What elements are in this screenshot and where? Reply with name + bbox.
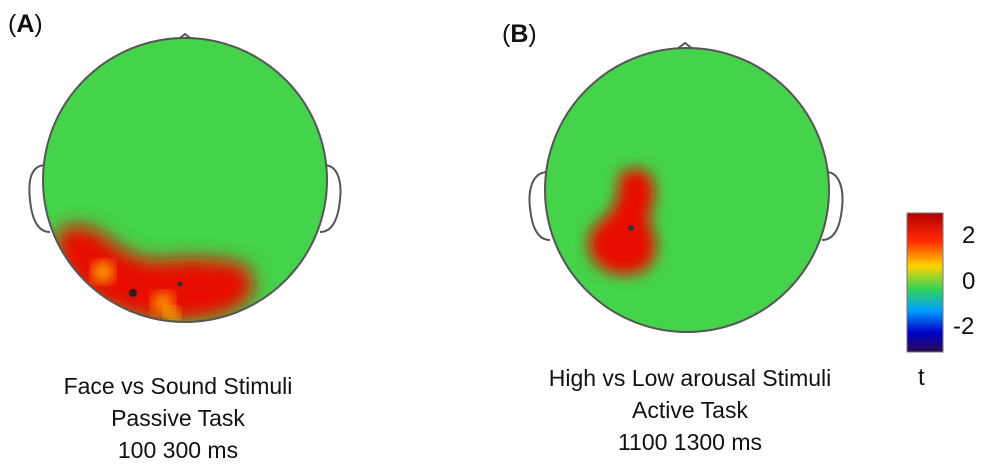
activation-peak-a-2 [153,293,173,313]
activation-peak-a-1 [93,262,113,282]
colorbar-unit: t [918,364,925,391]
caption-a-line-1: Face vs Sound Stimuli [63,373,293,399]
scalp-b [545,48,829,332]
colorbar [906,212,944,353]
activation-cluster-b [588,168,656,275]
right-ear-b [821,171,844,241]
scalp-outline-b [544,47,830,333]
left-ear-a [28,164,51,233]
electrode-b-1 [628,225,634,231]
panel-label-a-letter: A [16,10,35,38]
caption-a-line-2: Passive Task [111,405,245,431]
caption-b-line-2: Active Task [632,397,748,423]
scalp-map-a [28,32,342,323]
activation-peak-a-3 [165,308,179,322]
scalp-outline-a [42,37,328,323]
colorbar-gradient [906,212,944,353]
caption-b-line-3: 1100 1300 ms [617,429,763,455]
electrode-a-1 [129,289,137,297]
panel-label-b-letter: B [510,20,529,48]
right-ear-a [319,164,342,233]
caption-a: Face vs Sound Stimuli Passive Task 100 3… [18,370,338,466]
caption-b-line-1: High vs Low arousal Stimuli [548,365,832,391]
colorbar-tick-top: 2 [962,222,976,249]
colorbar-tick-mid: 0 [962,268,976,295]
panel-label-b: (B) [502,20,537,48]
electrode-a-2 [177,281,183,287]
panel-label-a: (A) [8,10,43,38]
caption-b: High vs Low arousal Stimuli Active Task … [495,362,885,458]
scalp-map-b [528,41,844,333]
left-ear-b [528,171,551,241]
colorbar-tick-bottom: -2 [953,313,975,340]
caption-a-line-3: 100 300 ms [117,437,239,463]
